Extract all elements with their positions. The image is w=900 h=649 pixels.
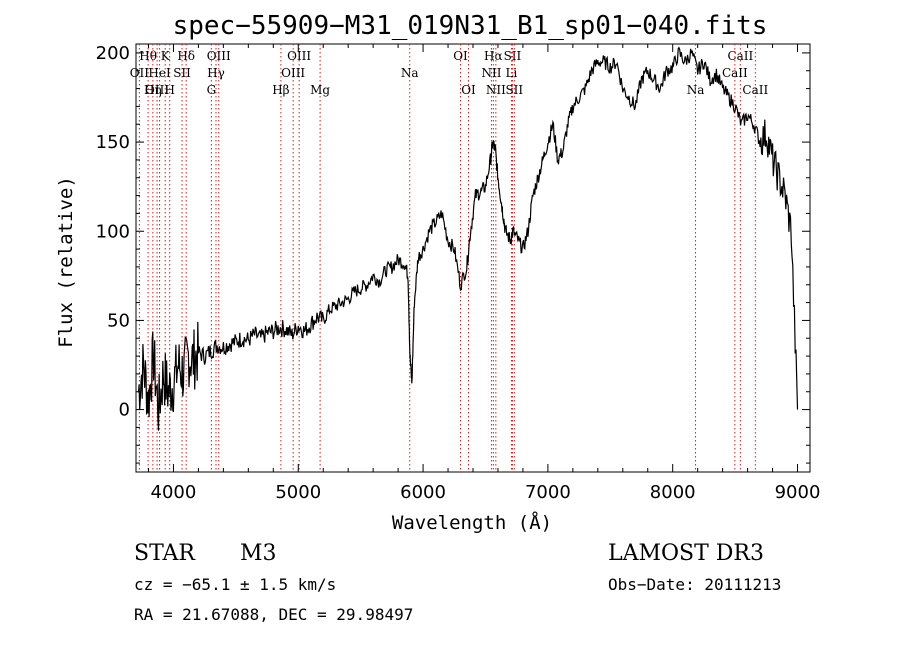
line-label-0: Hθ (139, 49, 157, 63)
obs-date: Obs−Date: 20111213 (608, 575, 781, 594)
line-label-13: OIII (281, 66, 305, 80)
x-tick-label-5: 9000 (775, 482, 821, 503)
line-label-25: CaII (727, 49, 753, 63)
y-tick-label-1: 50 (107, 310, 130, 331)
line-label-10: Hγ (207, 66, 225, 80)
y-tick-label-4: 200 (96, 43, 130, 64)
x-tick-label-0: 4000 (151, 482, 197, 503)
line-label-23: Li (506, 66, 518, 80)
x-tick-label-4: 8000 (650, 482, 696, 503)
y-tick-label-3: 150 (96, 132, 130, 153)
spectrum-series-line (137, 46, 799, 431)
line-label-14: Hβ (272, 83, 289, 97)
line-label-22: SII (504, 49, 522, 63)
line-label-9: OIII (207, 49, 231, 63)
line-label-3: Hη (144, 83, 162, 97)
x-axis-label: Wavelength (Å) (392, 511, 552, 534)
line-label-4: K (161, 49, 171, 63)
x-tick-label-1: 5000 (275, 482, 321, 503)
ra-dec: RA = 21.67088, DEC = 29.98497 (134, 605, 413, 624)
y-axis-ticks: 0 50 100 150 200 (96, 43, 810, 464)
line-label-18: OI (461, 83, 476, 97)
object-class: STAR (134, 541, 196, 566)
line-label-8: SII (173, 66, 191, 80)
y-axis-label: Flux (relative) (55, 176, 77, 348)
line-label-1: OII (130, 66, 150, 80)
survey-name: LAMOST DR3 (608, 541, 764, 566)
x-tick-label-2: 6000 (400, 482, 446, 503)
x-tick-label-3: 7000 (525, 482, 571, 503)
y-tick-label-2: 100 (96, 221, 130, 242)
redshift-cz: cz = −65.1 ± 1.5 km/s (134, 575, 336, 594)
y-tick-label-0: 0 (119, 400, 130, 421)
line-label-27: Na (687, 83, 705, 97)
object-subclass: M3 (240, 541, 277, 566)
line-label-7: Hδ (177, 49, 195, 63)
line-label-11: G (207, 83, 217, 97)
line-label-17: OI (453, 49, 468, 63)
line-label-28: CaII (742, 83, 768, 97)
line-label-12: OIII (287, 49, 311, 63)
line-label-16: Na (401, 66, 419, 80)
line-label-19: Hα (484, 49, 503, 63)
line-label-15: Mg (310, 83, 330, 97)
chart-title: spec−55909−M31_019N31_B1_sp01−040.fits (173, 11, 768, 41)
plot-frame (135, 43, 811, 473)
x-axis-ticks: 4000 5000 6000 7000 8000 9000 (147, 44, 821, 503)
line-label-24: SII (505, 83, 523, 97)
line-label-5: HeI (148, 66, 171, 80)
line-label-26: CaII (722, 66, 748, 80)
line-label-6: H (164, 83, 174, 97)
line-label-20: NII (481, 66, 501, 80)
line-label-2: OIII (145, 83, 169, 97)
line-label-21: NII (486, 83, 506, 97)
